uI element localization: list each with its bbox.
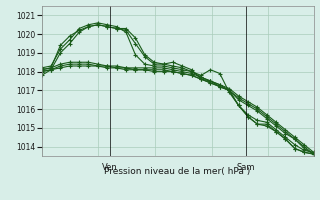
Text: Sam: Sam bbox=[236, 163, 255, 172]
Text: Ven: Ven bbox=[102, 163, 117, 172]
X-axis label: Pression niveau de la mer( hPa ): Pression niveau de la mer( hPa ) bbox=[104, 167, 251, 176]
